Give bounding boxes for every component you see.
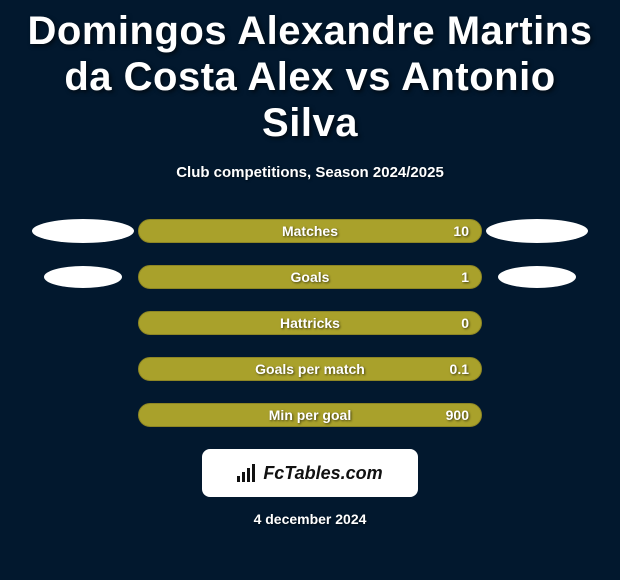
stat-row: Goals per match 0.1 xyxy=(8,357,612,381)
stat-right-value: 10 xyxy=(453,223,469,239)
stat-row: Min per goal 900 xyxy=(8,403,612,427)
stat-right-value: 900 xyxy=(446,407,469,423)
stat-label: Hattricks xyxy=(139,315,481,331)
logo: FcTables.com xyxy=(237,463,382,484)
stats-section: Matches 10 Goals 1 Hattr xyxy=(8,219,612,427)
left-oval xyxy=(44,266,122,288)
chart-bars-icon xyxy=(237,464,259,482)
left-oval xyxy=(32,219,134,243)
page-title: Domingos Alexandre Martins da Costa Alex… xyxy=(8,0,612,146)
stat-right-value: 0 xyxy=(461,315,469,331)
stat-label: Matches xyxy=(139,223,481,239)
stat-bar: Goals per match 0.1 xyxy=(138,357,482,381)
stat-row: Hattricks 0 xyxy=(8,311,612,335)
right-side xyxy=(482,266,592,288)
right-oval xyxy=(486,219,588,243)
stat-label: Min per goal xyxy=(139,407,481,423)
right-oval xyxy=(498,266,576,288)
stat-bar: Min per goal 900 xyxy=(138,403,482,427)
left-side xyxy=(28,219,138,243)
left-side xyxy=(28,266,138,288)
subtitle: Club competitions, Season 2024/2025 xyxy=(8,164,612,181)
date-text: 4 december 2024 xyxy=(8,511,612,527)
logo-text: FcTables.com xyxy=(263,463,382,484)
stat-right-value: 1 xyxy=(461,269,469,285)
stat-row: Matches 10 xyxy=(8,219,612,243)
stat-row: Goals 1 xyxy=(8,265,612,289)
logo-box: FcTables.com xyxy=(202,449,418,497)
stat-right-value: 0.1 xyxy=(450,361,469,377)
stat-bar: Hattricks 0 xyxy=(138,311,482,335)
right-side xyxy=(482,219,592,243)
stat-bar: Matches 10 xyxy=(138,219,482,243)
stat-label: Goals per match xyxy=(139,361,481,377)
comparison-card: Domingos Alexandre Martins da Costa Alex… xyxy=(0,0,620,527)
stat-label: Goals xyxy=(139,269,481,285)
stat-bar: Goals 1 xyxy=(138,265,482,289)
